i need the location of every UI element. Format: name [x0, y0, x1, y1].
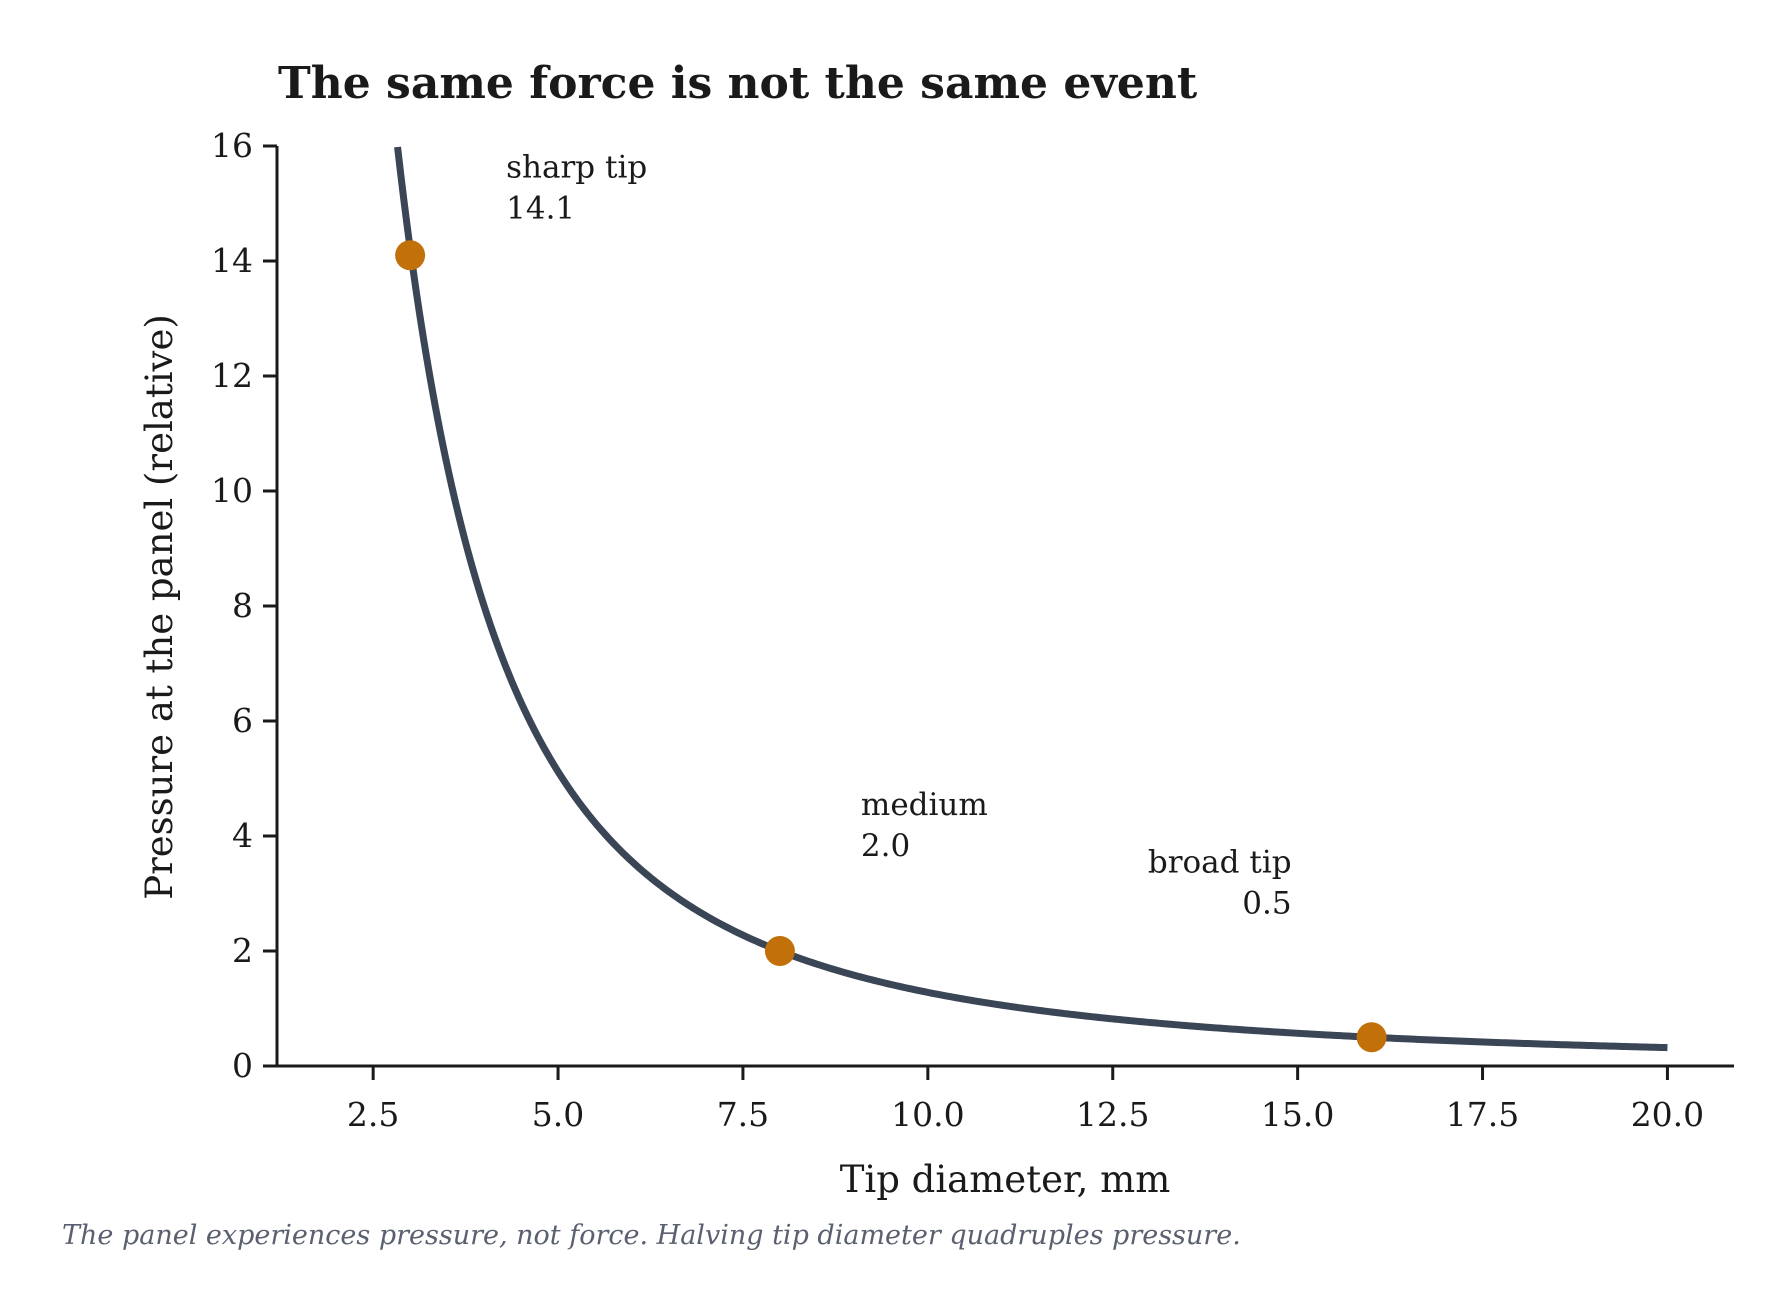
- point-label: sharp tip: [506, 149, 647, 185]
- annotations: sharp tip 14.1 medium 2.0 broad tip 0.5: [506, 149, 1291, 921]
- point-label: medium: [861, 787, 988, 823]
- x-axis-label: Tip diameter, mm: [840, 1158, 1171, 1201]
- chart-caption: The panel experiences pressure, not forc…: [62, 1220, 1241, 1251]
- x-tick-label: 17.5: [1446, 1095, 1519, 1134]
- x-tick-label: 7.5: [717, 1095, 769, 1134]
- x-tick-label: 12.5: [1076, 1095, 1149, 1134]
- y-tick-label: 6: [232, 701, 253, 740]
- y-tick-label: 8: [232, 586, 253, 625]
- chart-title: The same force is not the same event: [278, 58, 1198, 109]
- x-tick-label: 5.0: [532, 1095, 584, 1134]
- data-points: [395, 240, 1387, 1053]
- x-tick-label: 15.0: [1261, 1095, 1334, 1134]
- y-tick-label: 16: [211, 126, 253, 165]
- point-value-label: 2.0: [861, 828, 910, 864]
- y-tick-label: 2: [232, 931, 253, 970]
- y-tick-label: 0: [232, 1046, 253, 1085]
- point-label: broad tip: [1148, 844, 1292, 880]
- y-tick-label: 14: [211, 241, 253, 280]
- x-tick-label: 2.5: [347, 1095, 399, 1134]
- y-tick-label: 10: [211, 471, 253, 510]
- x-axis: 2.5 5.0 7.5 10.0 12.5 15.0 17.5 20.0: [263, 1064, 1734, 1134]
- y-tick-label: 12: [211, 356, 253, 395]
- data-point: [1356, 1022, 1387, 1053]
- x-tick-label: 20.0: [1631, 1095, 1704, 1134]
- y-axis: 0 2 4 6 8 10 12 14 16: [211, 126, 279, 1085]
- data-point: [764, 936, 795, 966]
- pressure-curve: [394, 146, 1668, 1052]
- x-tick-label: 10.0: [891, 1095, 964, 1134]
- point-value-label: 0.5: [1242, 885, 1291, 921]
- y-axis-label: Pressure at the panel (relative): [138, 314, 181, 900]
- point-value-label: 14.1: [506, 190, 575, 226]
- data-point: [395, 240, 426, 271]
- y-tick-label: 4: [232, 816, 253, 855]
